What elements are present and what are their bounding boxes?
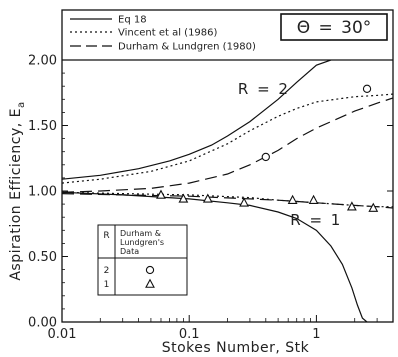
x-tick-label: 0.1 [179, 327, 200, 342]
data-key-header-source: Durham & [120, 229, 161, 238]
x-tick-label: 0.01 [48, 327, 77, 342]
series-line-solid-r2 [62, 60, 332, 180]
legend-entry-label: Durham & Lundgren (1980) [118, 42, 256, 53]
y-tick-label: 0.50 [28, 250, 57, 265]
y-tick-label: 0.00 [28, 316, 57, 331]
x-axis-label: Stokes Number, Stk [162, 340, 310, 356]
legend-entry-label: Eq 18 [118, 15, 147, 26]
data-key-header-r: R [103, 231, 109, 241]
data-key-marker-circle [145, 265, 155, 275]
data-key-header-source: Data [120, 247, 139, 256]
data-point-triangle [156, 189, 166, 199]
data-point-triangle [308, 194, 319, 204]
data-point-triangle [202, 193, 213, 203]
data-key-row-r: 2 [104, 266, 110, 276]
legend-entry-label: Vincent et al (1986) [118, 28, 218, 39]
data-point-triangle [239, 197, 249, 207]
data-point-triangle [346, 201, 357, 211]
series-line-dashed-r1 [62, 193, 393, 209]
y-tick-label: 1.00 [28, 185, 57, 200]
legend: Eq 18 Vincent et al (1986) Durham & Lundgr… [70, 15, 256, 53]
data-point-circle [362, 84, 372, 93]
curve-label: R = 2 [238, 80, 288, 98]
data-key-frame [97, 224, 188, 296]
data-point-triangle [368, 202, 379, 212]
y-tick-label: 2.00 [28, 54, 57, 69]
y-axis-label-subscript: a [16, 101, 27, 108]
y-axis-label: Aspiration Efficiency, Ea [8, 101, 27, 280]
condition-label: Θ = 30° [297, 18, 372, 38]
series-line-solid-r1 [62, 191, 368, 322]
data-point-triangle [178, 193, 189, 203]
data-key-header-source: Lundgren's [120, 238, 164, 247]
series-line-dotted-r2 [62, 93, 393, 184]
data-key-row-r: 1 [104, 280, 110, 290]
y-axis-label-text: Aspiration Efficiency, E [8, 108, 24, 281]
y-tick-label: 1.50 [28, 119, 57, 134]
data-point-circle [261, 152, 270, 162]
curve-label: R = 1 [290, 211, 340, 229]
data-point-triangle [287, 194, 298, 204]
series-line-dashed-r2 [62, 97, 393, 193]
condition-box [280, 13, 388, 41]
data-key-marker-triangle [145, 278, 155, 288]
x-tick-label: 1 [312, 327, 320, 342]
